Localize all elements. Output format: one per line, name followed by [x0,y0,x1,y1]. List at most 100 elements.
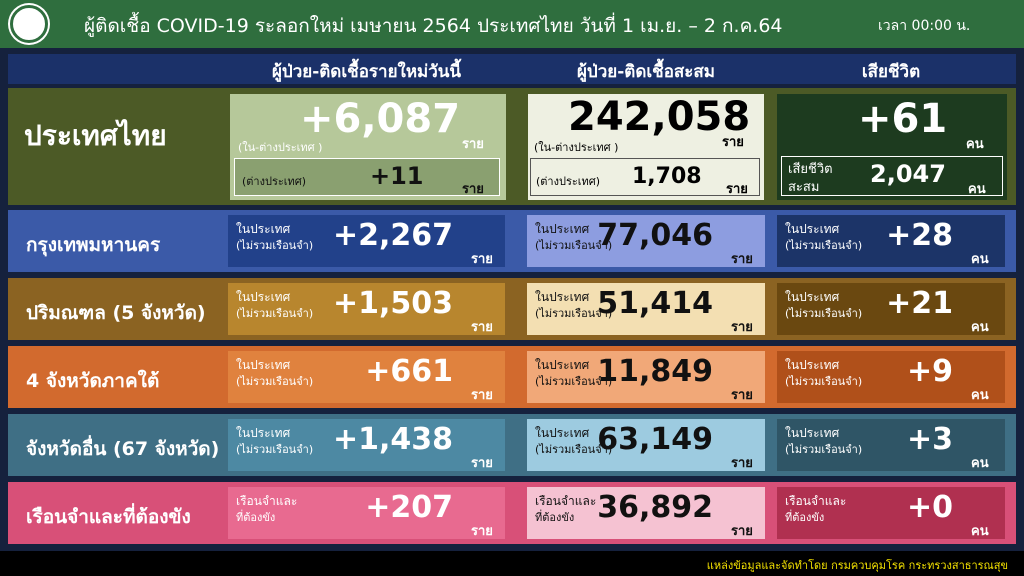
note: (ไม่รวมเรือนจำ) [535,375,613,388]
cell [228,351,505,403]
unit: คน [971,388,989,403]
note: ในประเทศ [535,358,590,372]
sub-label: (ต่างประเทศ) [242,175,307,188]
note: ในประเทศ [236,358,291,372]
value: +661 [365,354,453,389]
unit: ราย [471,252,493,267]
note: (ไม่รวมเรือนจำ) [785,307,863,320]
sub-unit: ราย [726,182,748,197]
note: ในประเทศ [785,426,840,440]
cell [777,419,1005,471]
value: 36,892 [597,490,713,525]
value: 242,058 [568,94,751,140]
value: +3 [906,422,953,457]
note: เรือนจำและ [535,494,597,508]
column-header: ผู้ป่วย-ติดเชื้อสะสม [576,62,716,82]
value: +21 [886,286,953,321]
note: (ไม่รวมเรือนจำ) [236,307,314,320]
note: ในประเทศ [236,222,291,236]
row-label: 4 จังหวัดภาคใต้ [26,370,160,392]
note: (ใน-ต่างประเทศ ) [238,141,323,154]
note: (ไม่รวมเรือนจำ) [535,443,613,456]
row-label: กรุงเทพมหานคร [26,234,161,256]
unit: คน [971,524,989,539]
note: ในประเทศ [785,222,840,236]
note: ในประเทศ [236,426,291,440]
note: เรือนจำและ [785,494,847,508]
footer-bar [0,551,1024,576]
unit: ราย [731,320,753,335]
row-label: ปริมณฑล (5 จังหวัด) [26,302,206,324]
sub-label: เสียชีวิต [788,162,833,177]
note: ในประเทศ [535,222,590,236]
unit: ราย [471,524,493,539]
row-label: จังหวัดอื่น (67 จังหวัด) [26,438,220,460]
unit: ราย [731,388,753,403]
row-label: เรือนจำและที่ต้องขัง [26,506,191,528]
note: ที่ต้องขัง [785,511,825,524]
value: +207 [365,490,453,525]
value: +2,267 [332,218,453,253]
value: 63,149 [597,422,713,457]
sub-cell [530,158,760,196]
sub-unit: ราย [462,182,484,197]
cell [527,419,765,471]
unit: ราย [471,456,493,471]
note: ในประเทศ [785,358,840,372]
sub-value: 2,047 [870,160,946,188]
note: (ไม่รวมเรือนจำ) [236,239,314,252]
cell [777,215,1005,267]
sub-label: (ต่างประเทศ) [536,175,601,188]
unit: คน [971,320,989,335]
sub-label: สะสม [788,180,820,195]
unit: ราย [731,456,753,471]
logo [10,5,48,43]
value: 11,849 [597,354,713,389]
note: (ไม่รวมเรือนจำ) [535,307,613,320]
unit: ราย [731,252,753,267]
value: 51,414 [597,286,713,321]
note: ที่ต้องขัง [236,511,276,524]
note: ที่ต้องขัง [535,511,575,524]
unit: ราย [471,320,493,335]
cell [777,487,1005,539]
sub-cell [781,156,1003,196]
cell [777,283,1005,335]
value: +28 [886,218,953,253]
column-header: ผู้ป่วย-ติดเชื้อรายใหม่วันนี้ [271,62,462,82]
row-label: ประเทศไทย [24,119,167,152]
note: ในประเทศ [236,290,291,304]
unit: คน [971,252,989,267]
cell [228,215,505,267]
note: (ไม่รวมเรือนจำ) [785,239,863,252]
value: +61 [858,96,948,142]
unit: ราย [722,135,744,150]
note: (ไม่รวมเรือนจำ) [535,239,613,252]
note: ในประเทศ [535,426,590,440]
value: +1,438 [332,422,453,457]
cell [527,215,765,267]
value: +1,503 [332,286,453,321]
cell [228,283,505,335]
header-bar [0,0,1024,48]
sub-value: +11 [370,162,424,190]
cell [777,94,1007,200]
header-time: เวลา 00:00 น. [878,18,971,34]
note: ในประเทศ [785,290,840,304]
value: +6,087 [300,96,461,142]
cell [228,487,505,539]
footer: แหล่งข้อมูลและจัดทำโดย กรมควบคุมโรค กระท… [706,559,1008,572]
header-title: ผู้ติดเชื้อ COVID-19 ระลอกใหม่ เมษายน 25… [84,15,783,37]
note: เรือนจำและ [236,494,298,508]
cell [228,419,505,471]
note: (ไม่รวมเรือนจำ) [236,443,314,456]
sub-cell [234,158,500,196]
unit: คน [971,456,989,471]
sub-value: 1,708 [632,164,702,189]
note: ในประเทศ [535,290,590,304]
cell [527,283,765,335]
value: +0 [906,490,953,525]
note: (ไม่รวมเรือนจำ) [236,375,314,388]
unit: คน [966,137,984,152]
